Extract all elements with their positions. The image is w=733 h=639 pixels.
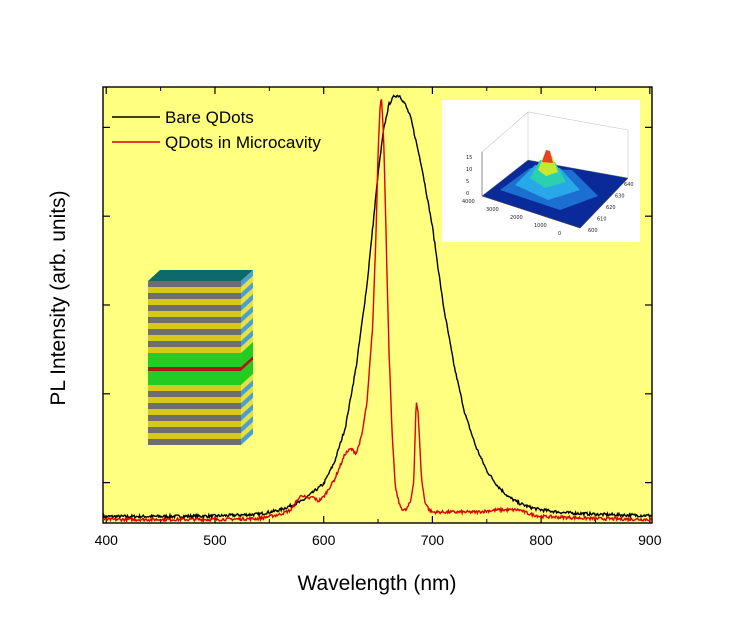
inset-x-tick: 3000 [486,207,499,213]
layer-front [148,305,241,311]
layer-front [148,403,241,409]
layer-side [241,428,253,445]
inset-x-tick: 0 [558,231,561,237]
legend-label-bare-qdots: Bare QDots [165,108,254,127]
layer-front [148,335,241,341]
layer-front [148,433,241,439]
layer-side [241,342,253,367]
inset-y-tick: 640 [624,182,634,188]
layer-front [148,341,241,347]
x-tick-label: 400 [95,532,119,548]
inset-peak-layer-red [542,150,553,163]
series-group [102,94,653,524]
inset-y-axis [579,177,629,229]
layer-front [148,353,241,367]
inset-y-tick: 600 [588,228,598,234]
layer-side [241,422,253,439]
layer-side [241,306,253,323]
layer-side [241,398,253,415]
layer-front [148,299,241,305]
layer-front [148,409,241,415]
layer-side [241,318,253,335]
layer-side [241,404,253,421]
layer-front [148,427,241,433]
layer-side [241,374,253,391]
x-tick-label: 700 [421,532,445,548]
x-tick-labels: 400 500 600 700 800 900 [95,532,662,548]
x-tick-label: 800 [529,532,553,548]
layer-front [148,329,241,335]
layer-side [241,276,253,293]
layer-side [241,330,253,347]
y-axis-title: PL Intensity (arb. units) [47,190,70,405]
inset-x-tick: 4000 [462,199,475,205]
inset-z-tick: 5 [466,179,469,185]
layer-side [241,360,253,385]
layer-side [241,300,253,317]
layer-stack-side-face [241,270,253,445]
inset-y-tick: 620 [606,205,616,211]
layer-front [148,385,241,391]
layer-side [241,270,253,287]
inset-surface-plot: 15 10 5 0 4000 3000 2000 1000 0 640 630 620 610 600 [442,100,640,242]
layer-side [241,392,253,409]
layer-side [241,356,253,371]
layer-side [241,380,253,397]
legend-label-qdots-in-microcavity: QDots in Microcavity [165,133,321,152]
layer-front [148,323,241,329]
layer-side [241,324,253,341]
inset-z-tick: 15 [466,155,472,161]
layer-side [241,312,253,329]
layer-front [148,281,241,287]
axis-ticks [103,87,652,523]
layer-front [148,347,241,353]
layer-side [241,386,253,403]
layer-side [241,410,253,427]
microcavity-layer-illustration [148,270,253,445]
layer-front [148,371,241,385]
legend: Bare QDots QDots in Microcavity [112,108,321,152]
layer-stack-top-face [148,270,253,281]
inset-tick-labels: 15 10 5 0 4000 3000 2000 1000 0 640 630 620 610 600 [462,155,634,237]
layer-side [241,288,253,305]
layer-side [241,416,253,433]
series-line-qdots-in-microcavity [102,99,653,524]
x-tick-label: 900 [638,532,662,548]
layer-front [148,287,241,293]
layer-front [148,415,241,421]
layer-side [241,294,253,311]
layer-front [148,317,241,323]
inset-x-tick: 1000 [534,223,547,229]
layer-front [148,367,241,371]
layer-side [241,282,253,299]
x-tick-label: 500 [203,532,227,548]
inset-y-tick: 630 [615,194,625,200]
inset-x-axis [481,195,581,229]
layer-front [148,311,241,317]
x-tick-label: 600 [312,532,336,548]
layer-front [148,421,241,427]
layer-front [148,391,241,397]
inset-z-tick: 0 [466,191,469,197]
inset-box-back [481,111,629,178]
layer-stack-front-face [148,281,241,445]
inset-x-tick: 2000 [510,215,523,221]
layer-front [148,293,241,299]
layer-front [148,439,241,445]
inset-z-tick: 10 [466,167,472,173]
x-axis-title: Wavelength (nm) [297,572,456,595]
inset-y-tick: 610 [597,217,607,223]
layer-side [241,336,253,353]
layer-front [148,397,241,403]
